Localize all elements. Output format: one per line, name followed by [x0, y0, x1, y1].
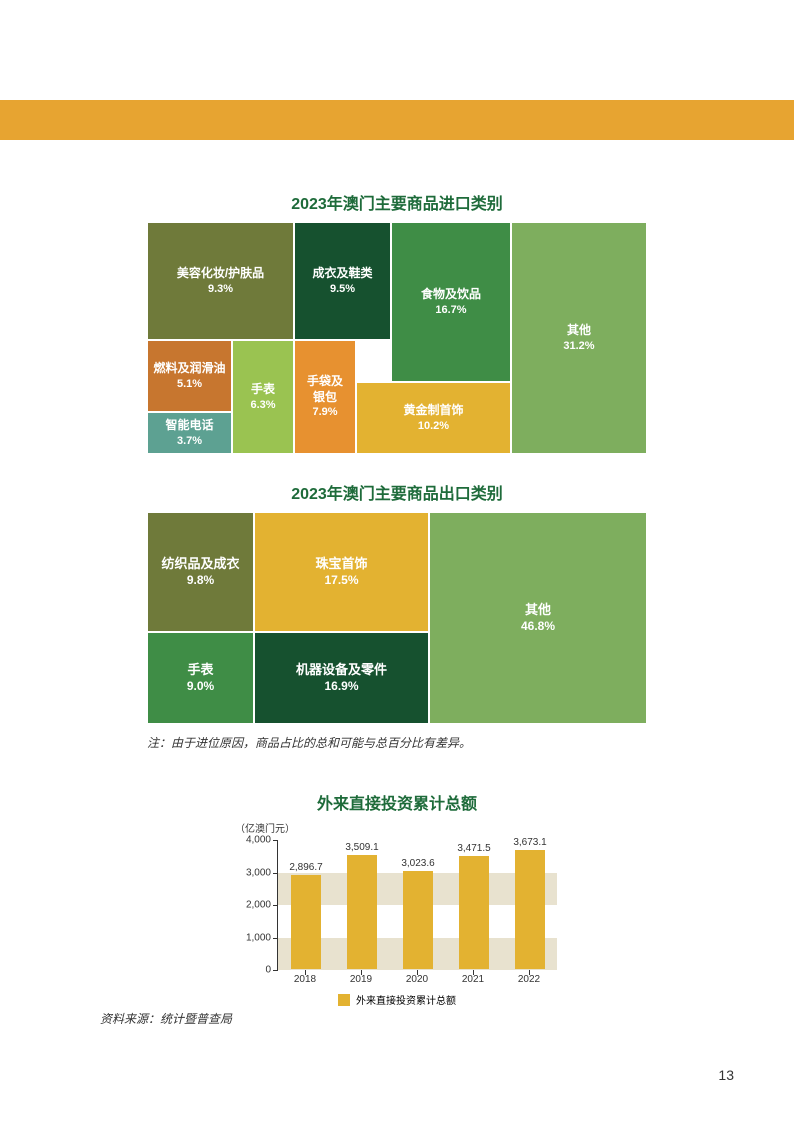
treemap-cell-pct: 10.2% [418, 419, 449, 433]
y-tick-label: 4,000 [231, 835, 271, 846]
treemap-cell-pct: 9.3% [208, 282, 233, 296]
bar-value-label: 3,471.5 [444, 843, 504, 854]
treemap-cell-pct: 5.1% [177, 377, 202, 391]
treemap-cell-pct: 46.8% [521, 619, 555, 635]
y-axis-label: （亿澳门元） [235, 820, 295, 835]
source-note: 资料来源：统计暨普查局 [100, 1010, 232, 1027]
treemap-cell-label: 美容化妆/护肤品 [177, 266, 264, 282]
treemap-cell-pct: 3.7% [177, 434, 202, 448]
treemap-cell: 机器设备及零件16.9% [254, 632, 429, 724]
y-tick-label: 1,000 [231, 932, 271, 943]
treemap-cell-label: 成衣及鞋类 [312, 266, 372, 282]
import-treemap-title: 2023年澳门主要商品进口类别 [0, 190, 794, 214]
treemap-cell: 成衣及鞋类9.5% [294, 222, 391, 340]
treemap-cell-pct: 7.9% [312, 405, 337, 419]
treemap-cell: 食物及饮品16.7% [391, 222, 511, 382]
treemap-cell: 手袋及 银包7.9% [294, 340, 356, 454]
bar-chart-title: 外来直接投资累计总额 [0, 790, 794, 814]
treemap-cell-pct: 16.7% [435, 303, 466, 317]
treemap-cell-label: 珠宝首饰 [315, 556, 367, 573]
bar [403, 871, 433, 969]
x-tick-label: 2022 [504, 974, 554, 985]
treemap-cell: 燃料及润滑油5.1% [147, 340, 232, 412]
treemap-cell-label: 黄金制首饰 [403, 403, 463, 419]
bar-value-label: 3,673.1 [500, 837, 560, 848]
y-tick-label: 3,000 [231, 867, 271, 878]
header-bar [0, 100, 794, 140]
bar-value-label: 2,896.7 [276, 862, 336, 873]
x-tick-label: 2018 [280, 974, 330, 985]
treemap-cell-label: 其他 [567, 323, 591, 339]
treemap-footnote: 注：由于进位原因，商品占比的总和可能与总百分比有差异。 [147, 734, 647, 751]
treemap-cell-pct: 6.3% [250, 398, 275, 412]
treemap-cell-pct: 9.0% [187, 679, 214, 695]
x-tick-label: 2019 [336, 974, 386, 985]
treemap-cell-label: 纺织品及成衣 [161, 556, 239, 573]
treemap-cell-label: 机器设备及零件 [296, 662, 387, 679]
treemap-cell: 美容化妆/护肤品9.3% [147, 222, 294, 340]
treemap-cell: 纺织品及成衣9.8% [147, 512, 254, 632]
y-tick-label: 0 [231, 965, 271, 976]
treemap-cell-pct: 16.9% [324, 679, 358, 695]
bar [459, 856, 489, 969]
treemap-cell: 珠宝首饰17.5% [254, 512, 429, 632]
treemap-cell-pct: 9.8% [187, 573, 214, 589]
bar [515, 850, 545, 969]
treemap-cell-label: 手表 [187, 662, 213, 679]
treemap-cell-label: 其他 [525, 602, 551, 619]
treemap-cell-label: 燃料及润滑油 [153, 361, 225, 377]
legend-swatch [338, 994, 350, 1006]
bar-legend: 外来直接投资累计总额 [227, 992, 567, 1007]
export-treemap: 纺织品及成衣9.8%珠宝首饰17.5%其他46.8%手表9.0%机器设备及零件1… [147, 512, 647, 724]
treemap-cell: 手表9.0% [147, 632, 254, 724]
x-tick-label: 2020 [392, 974, 442, 985]
treemap-cell-label: 食物及饮品 [421, 287, 481, 303]
export-treemap-title: 2023年澳门主要商品出口类别 [0, 480, 794, 504]
bar-chart: （亿澳门元） 0 1,000 2,000 3,000 4,000 2,896.7 3,509.… [227, 820, 567, 1014]
treemap-cell-label: 智能电话 [165, 418, 213, 434]
x-tick-label: 2021 [448, 974, 498, 985]
bar [347, 855, 377, 969]
treemap-cell: 手表6.3% [232, 340, 294, 454]
import-treemap: 美容化妆/护肤品9.3%成衣及鞋类9.5%食物及饮品16.7%其他31.2%燃料… [147, 222, 647, 454]
y-tick-label: 2,000 [231, 900, 271, 911]
treemap-cell-pct: 31.2% [563, 339, 594, 353]
treemap-cell: 其他31.2% [511, 222, 647, 454]
treemap-cell-pct: 9.5% [330, 282, 355, 296]
legend-label: 外来直接投资累计总额 [356, 992, 456, 1007]
bar-value-label: 3,509.1 [332, 842, 392, 853]
page-number: 13 [718, 1067, 734, 1083]
treemap-cell: 其他46.8% [429, 512, 647, 724]
treemap-cell-pct: 17.5% [324, 573, 358, 589]
treemap-cell-label: 手袋及 银包 [307, 374, 343, 405]
bar [291, 875, 321, 969]
bar-value-label: 3,023.6 [388, 858, 448, 869]
treemap-cell: 智能电话3.7% [147, 412, 232, 454]
treemap-cell: 黄金制首饰10.2% [356, 382, 511, 454]
treemap-cell-label: 手表 [251, 382, 275, 398]
